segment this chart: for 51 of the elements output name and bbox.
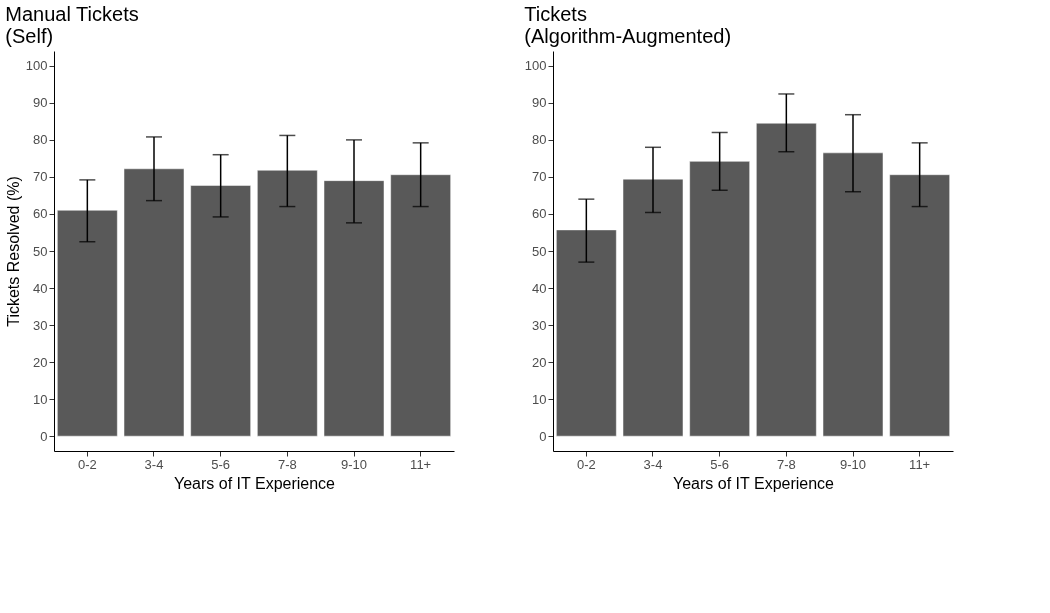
y-tick-label: 50: [33, 243, 48, 259]
y-tick-label: 90: [532, 95, 547, 111]
y-tick-label: 50: [532, 243, 547, 259]
bar: [257, 170, 318, 437]
x-tick-label: 11+: [909, 456, 931, 472]
y-tick-label: 60: [33, 206, 48, 222]
y-tick-label: 70: [532, 169, 547, 185]
x-tick-label: 11+: [410, 456, 432, 472]
bar: [123, 168, 185, 437]
y-tick-label: 30: [532, 317, 547, 333]
bar: [190, 185, 251, 437]
bar: [57, 210, 118, 437]
bar: [889, 174, 950, 437]
x-tick-label: 3-4: [643, 456, 663, 472]
bar: [622, 178, 684, 437]
x-tick-label: 3-4: [144, 456, 164, 472]
x-tick-label: 5-6: [710, 456, 730, 472]
x-tick-label: 0-2: [77, 456, 97, 472]
bar: [756, 122, 817, 437]
y-tick-label: 80: [33, 132, 48, 148]
bar: [689, 161, 750, 437]
y-tick-label: 100: [25, 58, 48, 74]
bar: [390, 174, 451, 437]
y-axis-title: Tickets Resolved (%): [4, 176, 22, 327]
bar: [556, 229, 617, 437]
y-tick-label: 90: [33, 95, 48, 111]
y-tick-label: 10: [33, 391, 48, 407]
y-tick-label: 0: [539, 428, 547, 444]
chart-title: Manual Tickets (Self): [5, 3, 139, 47]
y-tick-label: 20: [33, 354, 48, 370]
x-tick-label: 9-10: [340, 456, 368, 472]
x-tick-label: 7-8: [277, 456, 297, 472]
x-axis-title: Years of IT Experience: [673, 474, 835, 492]
y-tick-label: 60: [532, 206, 547, 222]
y-tick-label: 80: [532, 132, 547, 148]
x-axis-title: Years of IT Experience: [174, 474, 336, 492]
y-tick-label: 0: [40, 428, 48, 444]
x-tick-label: 0-2: [576, 456, 596, 472]
x-tick-label: 7-8: [776, 456, 796, 472]
x-tick-label: 5-6: [211, 456, 231, 472]
y-tick-label: 40: [33, 280, 48, 296]
y-tick-label: 20: [532, 354, 547, 370]
chart-title: Tickets (Algorithm-Augmented): [524, 3, 732, 47]
y-tick-label: 10: [532, 391, 547, 407]
x-tick-label: 9-10: [839, 456, 867, 472]
y-tick-label: 30: [33, 317, 48, 333]
bar: [323, 180, 385, 437]
y-tick-label: 100: [524, 58, 547, 74]
y-tick-label: 70: [33, 169, 48, 185]
bar: [822, 152, 884, 437]
y-tick-label: 40: [532, 280, 547, 296]
